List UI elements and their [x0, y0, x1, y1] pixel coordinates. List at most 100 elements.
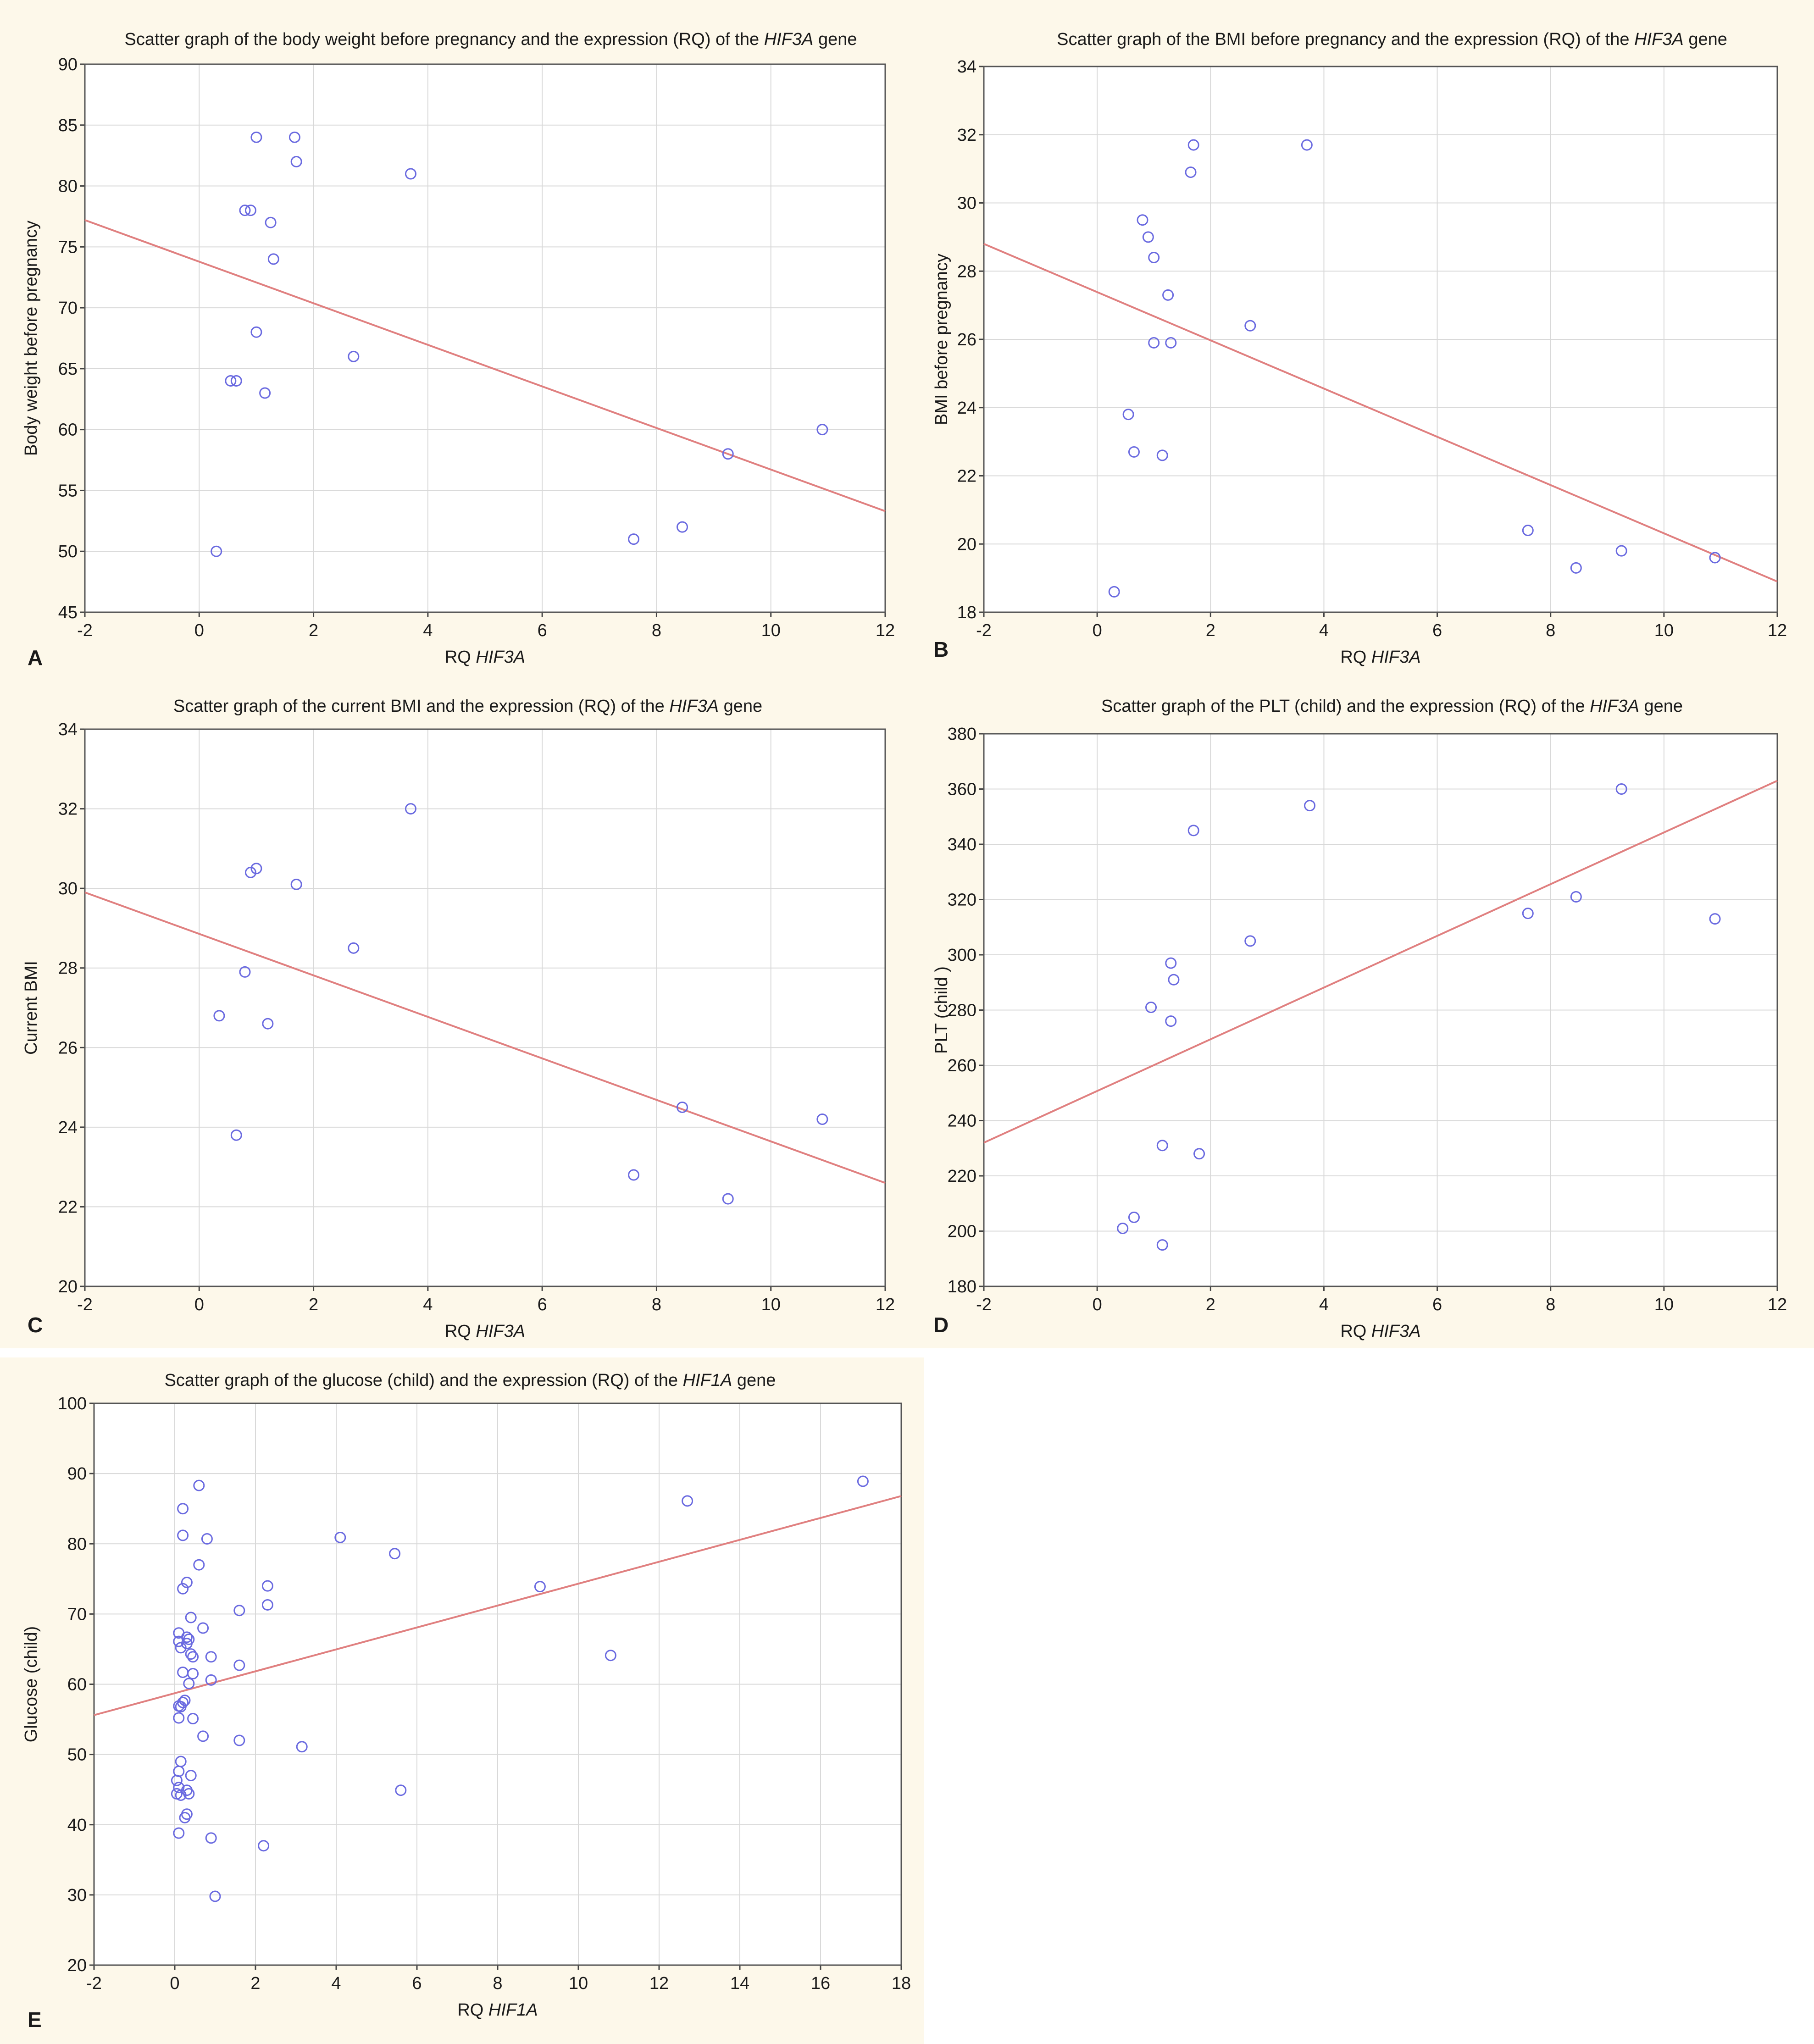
- chart-e-data-point: [193, 1559, 205, 1571]
- chart-a-x-tick-label: 12: [876, 621, 895, 640]
- chart-e-data-point: [175, 1789, 187, 1801]
- chart-a-y-tick-label: 85: [58, 116, 78, 135]
- chart-e-data-point: [534, 1581, 546, 1593]
- chart-d-y-tick-label: 360: [948, 780, 976, 799]
- chart-b-data-point: [1709, 552, 1721, 564]
- chart-c-regression-line: [84, 891, 886, 1184]
- chart-c-title: Scatter graph of the current BMI and the…: [173, 697, 762, 716]
- chart-c-y-tick-label: 20: [58, 1277, 78, 1296]
- chart-a-data-point: [290, 155, 302, 167]
- chart-c-data-point: [628, 1169, 640, 1181]
- chart-d-y-tick-label: 380: [948, 725, 976, 744]
- chart-e-x-tick-label: 10: [569, 1974, 588, 1993]
- chart-e-x-tick-label: 12: [649, 1974, 669, 1993]
- chart-a-data-point: [225, 375, 237, 387]
- chart-d-regression-line: [983, 780, 1778, 1144]
- chart-c-y-tick-label: 24: [58, 1118, 78, 1137]
- chart-e-y-tick-label: 40: [67, 1816, 87, 1835]
- chart-a-x-tick-label: 2: [309, 621, 318, 640]
- chart-d-data-point: [1615, 783, 1627, 795]
- chart-a-data-point: [405, 168, 416, 180]
- chart-c-x-tick-label: 0: [194, 1295, 204, 1314]
- chart-d-x-tick-label: 0: [1093, 1295, 1102, 1314]
- chart-c-data-point: [230, 1129, 242, 1141]
- chart-a-y-tick-label: 55: [58, 481, 78, 500]
- chart-a-regression-line: [84, 219, 886, 512]
- chart-a-x-tick-label: -2: [77, 621, 93, 640]
- chart-b-y-tick-label: 30: [957, 194, 976, 213]
- chart-d-y-tick-label: 240: [948, 1112, 976, 1131]
- chart-a-data-point: [230, 375, 242, 387]
- chart-e-data-point: [183, 1678, 195, 1689]
- chart-b-plot-border: [983, 66, 1778, 613]
- chart-b-y-tick-label: 28: [957, 262, 976, 281]
- chart-c-data-point: [816, 1113, 828, 1125]
- chart-e-data-point: [682, 1495, 693, 1507]
- chart-a-x-tick-label: 6: [538, 621, 547, 640]
- chart-e-data-point: [173, 1782, 185, 1794]
- chart-e-y-tick-label: 20: [67, 1956, 87, 1975]
- chart-panel-a: -2 0 2 4 6 8 10 12 45 50 55 60 65 70 75 80 85 90 Scatter g…: [0, 0, 910, 679]
- chart-d-y-tick-label: 300: [948, 946, 976, 965]
- chart-e-y-tick-label: 50: [67, 1745, 87, 1765]
- chart-a-x-axis-label: RQ HIF3A: [445, 648, 525, 667]
- chart-e-data-point: [181, 1576, 193, 1588]
- chart-e-regression-line: [94, 1495, 902, 1716]
- chart-b-title: Scatter graph of the BMI before pregnanc…: [1057, 30, 1727, 49]
- chart-b-y-tick-label: 22: [957, 467, 976, 486]
- chart-c-y-axis-label: Current BMI: [22, 961, 41, 1055]
- chart-d-data-point: [1156, 1239, 1168, 1251]
- chart-a-data-point: [677, 521, 688, 533]
- chart-e-x-tick-label: 16: [811, 1974, 830, 1993]
- chart-e-data-point: [197, 1730, 209, 1742]
- chart-a-x-tick-label: 10: [761, 621, 781, 640]
- chart-e-data-point: [233, 1734, 245, 1746]
- chart-e-data-point: [185, 1770, 197, 1782]
- chart-e-y-tick-label: 90: [67, 1464, 87, 1484]
- chart-a-data-point: [816, 424, 828, 436]
- chart-panel-b: -2 0 2 4 6 8 10 12 18 20 22 24 26 28 30 32 34 Scatter gra…: [910, 0, 1814, 679]
- chart-b-data-point: [1137, 214, 1148, 226]
- chart-e-data-point: [205, 1651, 217, 1663]
- chart-b-data-point: [1187, 139, 1199, 151]
- chart-e-data-point: [183, 1788, 195, 1800]
- chart-b-data-point: [1165, 337, 1177, 349]
- chart-c-y-tick-label: 30: [58, 879, 78, 898]
- chart-d-data-point: [1165, 957, 1177, 969]
- chart-e-x-axis-label: RQ HIF1A: [457, 2000, 538, 2020]
- chart-c-panel-label: C: [28, 1313, 43, 1337]
- chart-e-data-point: [171, 1774, 183, 1786]
- chart-c-x-axis-label: RQ HIF3A: [445, 1322, 525, 1341]
- chart-e-data-point: [185, 1648, 197, 1660]
- chart-e-data-point: [179, 1811, 191, 1823]
- chart-b-data-point: [1128, 446, 1140, 458]
- chart-d-y-tick-label: 260: [948, 1056, 976, 1075]
- chart-b-data-point: [1185, 166, 1197, 178]
- chart-a-data-point: [722, 448, 734, 460]
- chart-a-title: Scatter graph of the body weight before …: [125, 30, 857, 49]
- chart-d-data-point: [1522, 908, 1534, 920]
- chart-e-data-point: [175, 1701, 187, 1712]
- chart-b-y-tick-label: 20: [957, 535, 976, 554]
- chart-c-x-tick-label: 4: [423, 1295, 433, 1314]
- chart-e-data-point: [187, 1668, 199, 1680]
- chart-e: -2 0 2 4 6 8 10 12 14 16 18 20 30 40 50 60 70 80 90 100 Scat…: [22, 1371, 911, 2032]
- chart-e-data-point: [389, 1548, 401, 1560]
- chart-d-data-point: [1709, 913, 1721, 925]
- chart-a-y-tick-label: 70: [58, 299, 78, 318]
- chart-a-x-tick-label: 8: [652, 621, 661, 640]
- chart-d-x-tick-label: 12: [1768, 1295, 1787, 1314]
- chart-panel-d: -2 0 2 4 6 8 10 12 180 200 220 240 260 280 300 320 340 36…: [910, 679, 1814, 1348]
- chart-e-data-point: [193, 1479, 205, 1491]
- chart-d-x-tick-label: 6: [1432, 1295, 1442, 1314]
- chart-c-x-tick-label: 10: [761, 1295, 781, 1314]
- chart-a: -2 0 2 4 6 8 10 12 45 50 55 60 65 70 75 80 85 90 Scatter g…: [22, 30, 895, 670]
- chart-c-data-point: [722, 1193, 734, 1205]
- chart-c-data-point: [262, 1018, 274, 1030]
- chart-c-y-tick-label: 22: [58, 1197, 78, 1217]
- chart-a-plot-area: [84, 63, 886, 613]
- chart-e-y-axis-label: Glucose (child): [22, 1626, 41, 1742]
- chart-a-data-point: [211, 545, 222, 557]
- chart-d-data-point: [1117, 1222, 1129, 1234]
